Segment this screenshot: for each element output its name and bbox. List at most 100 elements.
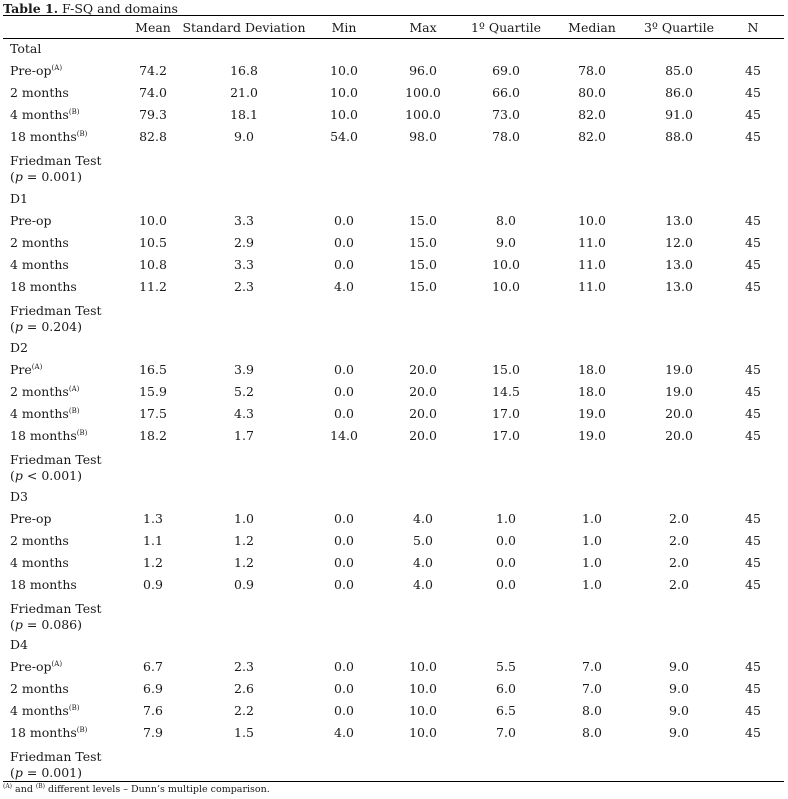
table-cell: 45 bbox=[745, 577, 761, 592]
table-cell: 78.0 bbox=[578, 63, 606, 78]
footnote: (A) and (B) different levels – Dunn’s mu… bbox=[3, 784, 270, 796]
p-prefix: ( bbox=[10, 617, 15, 632]
p-symbol: p bbox=[14, 319, 23, 334]
table-cell: 45 bbox=[745, 63, 761, 78]
bottom-rule bbox=[3, 781, 784, 782]
row-label-text: Pre-op bbox=[10, 63, 52, 78]
row-label: 4 months(B) bbox=[10, 406, 79, 422]
table-cell: 13.0 bbox=[665, 213, 693, 228]
p-prefix: ( bbox=[10, 765, 15, 780]
table-cell: 5.0 bbox=[413, 533, 433, 548]
table-cell: 45 bbox=[745, 703, 761, 718]
row-label: 18 months bbox=[10, 279, 77, 295]
table-cell: 1.0 bbox=[234, 511, 254, 526]
table-cell: 10.0 bbox=[139, 213, 167, 228]
table-cell: 45 bbox=[745, 555, 761, 570]
table-cell: 0.0 bbox=[334, 384, 354, 399]
table-cell: 11.2 bbox=[139, 279, 167, 294]
table-cell: 10.0 bbox=[330, 63, 358, 78]
table-cell: 17.0 bbox=[492, 428, 520, 443]
table-cell: 8.0 bbox=[496, 213, 516, 228]
row-label-text: 2 months bbox=[10, 681, 69, 696]
friedman-p-value: (p = 0.001) bbox=[10, 169, 82, 185]
table-cell: 45 bbox=[745, 725, 761, 740]
row-label-text: 18 months bbox=[10, 725, 77, 740]
table-cell: 0.0 bbox=[334, 659, 354, 674]
row-label-text: 4 months bbox=[10, 257, 69, 272]
row-label-text: 18 months bbox=[10, 428, 77, 443]
table-cell: 19.0 bbox=[578, 406, 606, 421]
p-value: = 0.086) bbox=[22, 617, 82, 632]
table-cell: 20.0 bbox=[409, 406, 437, 421]
table-cell: 100.0 bbox=[405, 107, 441, 122]
table-cell: 7.9 bbox=[143, 725, 163, 740]
table-cell: 0.9 bbox=[143, 577, 163, 592]
group-label: D1 bbox=[10, 191, 28, 206]
table-cell: 18.1 bbox=[230, 107, 258, 122]
table-cell: 9.0 bbox=[669, 659, 689, 674]
table-cell: 14.0 bbox=[330, 428, 358, 443]
row-label: Pre(A) bbox=[10, 362, 42, 378]
table-cell: 88.0 bbox=[665, 129, 693, 144]
table-cell: 1.7 bbox=[234, 428, 254, 443]
table-cell: 0.0 bbox=[496, 555, 516, 570]
table-cell: 10.0 bbox=[409, 725, 437, 740]
table-cell: 73.0 bbox=[492, 107, 520, 122]
p-value: = 0.001) bbox=[22, 765, 82, 780]
row-label: 18 months(B) bbox=[10, 725, 87, 741]
table-cell: 4.0 bbox=[334, 279, 354, 294]
table-cell: 91.0 bbox=[665, 107, 693, 122]
table-cell: 19.0 bbox=[578, 428, 606, 443]
caption-text: F-SQ and domains bbox=[58, 1, 178, 16]
table-cell: 0.0 bbox=[334, 681, 354, 696]
row-label-sup: (B) bbox=[76, 726, 88, 734]
friedman-test-label: Friedman Test bbox=[10, 452, 102, 467]
row-label-sup: (A) bbox=[31, 363, 43, 371]
row-label: 2 months bbox=[10, 85, 69, 101]
table-cell: 17.0 bbox=[492, 406, 520, 421]
table-cell: 1.0 bbox=[582, 577, 602, 592]
table-cell: 9.0 bbox=[669, 725, 689, 740]
table-cell: 45 bbox=[745, 213, 761, 228]
table-cell: 0.0 bbox=[334, 213, 354, 228]
table-cell: 6.7 bbox=[143, 659, 163, 674]
table-cell: 7.6 bbox=[143, 703, 163, 718]
row-label-sup: (B) bbox=[76, 130, 88, 138]
table-cell: 45 bbox=[745, 129, 761, 144]
table-cell: 1.1 bbox=[143, 533, 163, 548]
column-header: Standard Deviation bbox=[182, 20, 306, 35]
column-header: Max bbox=[409, 20, 437, 35]
row-label-sup: (B) bbox=[68, 108, 80, 116]
table-cell: 78.0 bbox=[492, 129, 520, 144]
table-cell: 66.0 bbox=[492, 85, 520, 100]
table-cell: 16.8 bbox=[230, 63, 258, 78]
row-label-text: Pre bbox=[10, 362, 32, 377]
table-cell: 45 bbox=[745, 384, 761, 399]
table-cell: 10.5 bbox=[139, 235, 167, 250]
table-cell: 8.0 bbox=[582, 725, 602, 740]
table-cell: 45 bbox=[745, 279, 761, 294]
row-label: 4 months(B) bbox=[10, 107, 79, 123]
row-label-text: 18 months bbox=[10, 577, 77, 592]
table-cell: 10.0 bbox=[409, 659, 437, 674]
table-cell: 2.0 bbox=[669, 577, 689, 592]
friedman-p-value: (p = 0.086) bbox=[10, 617, 82, 633]
row-label: 4 months bbox=[10, 257, 69, 273]
table-cell: 0.0 bbox=[334, 406, 354, 421]
row-label-sup: (A) bbox=[68, 385, 80, 393]
table-cell: 2.2 bbox=[234, 703, 254, 718]
row-label: 2 months bbox=[10, 681, 69, 697]
p-prefix: ( bbox=[10, 169, 15, 184]
table-cell: 6.9 bbox=[143, 681, 163, 696]
table-caption: Table 1. F-SQ and domains bbox=[3, 1, 178, 17]
p-symbol: p bbox=[14, 617, 23, 632]
table-cell: 15.0 bbox=[409, 279, 437, 294]
table-cell: 98.0 bbox=[409, 129, 437, 144]
caption-label: Table 1. bbox=[3, 1, 59, 16]
table-cell: 45 bbox=[745, 406, 761, 421]
table-cell: 0.0 bbox=[334, 511, 354, 526]
column-header: Median bbox=[568, 20, 616, 35]
row-label-text: 2 months bbox=[10, 533, 69, 548]
row-label: 4 months(B) bbox=[10, 703, 79, 719]
table-cell: 20.0 bbox=[665, 406, 693, 421]
